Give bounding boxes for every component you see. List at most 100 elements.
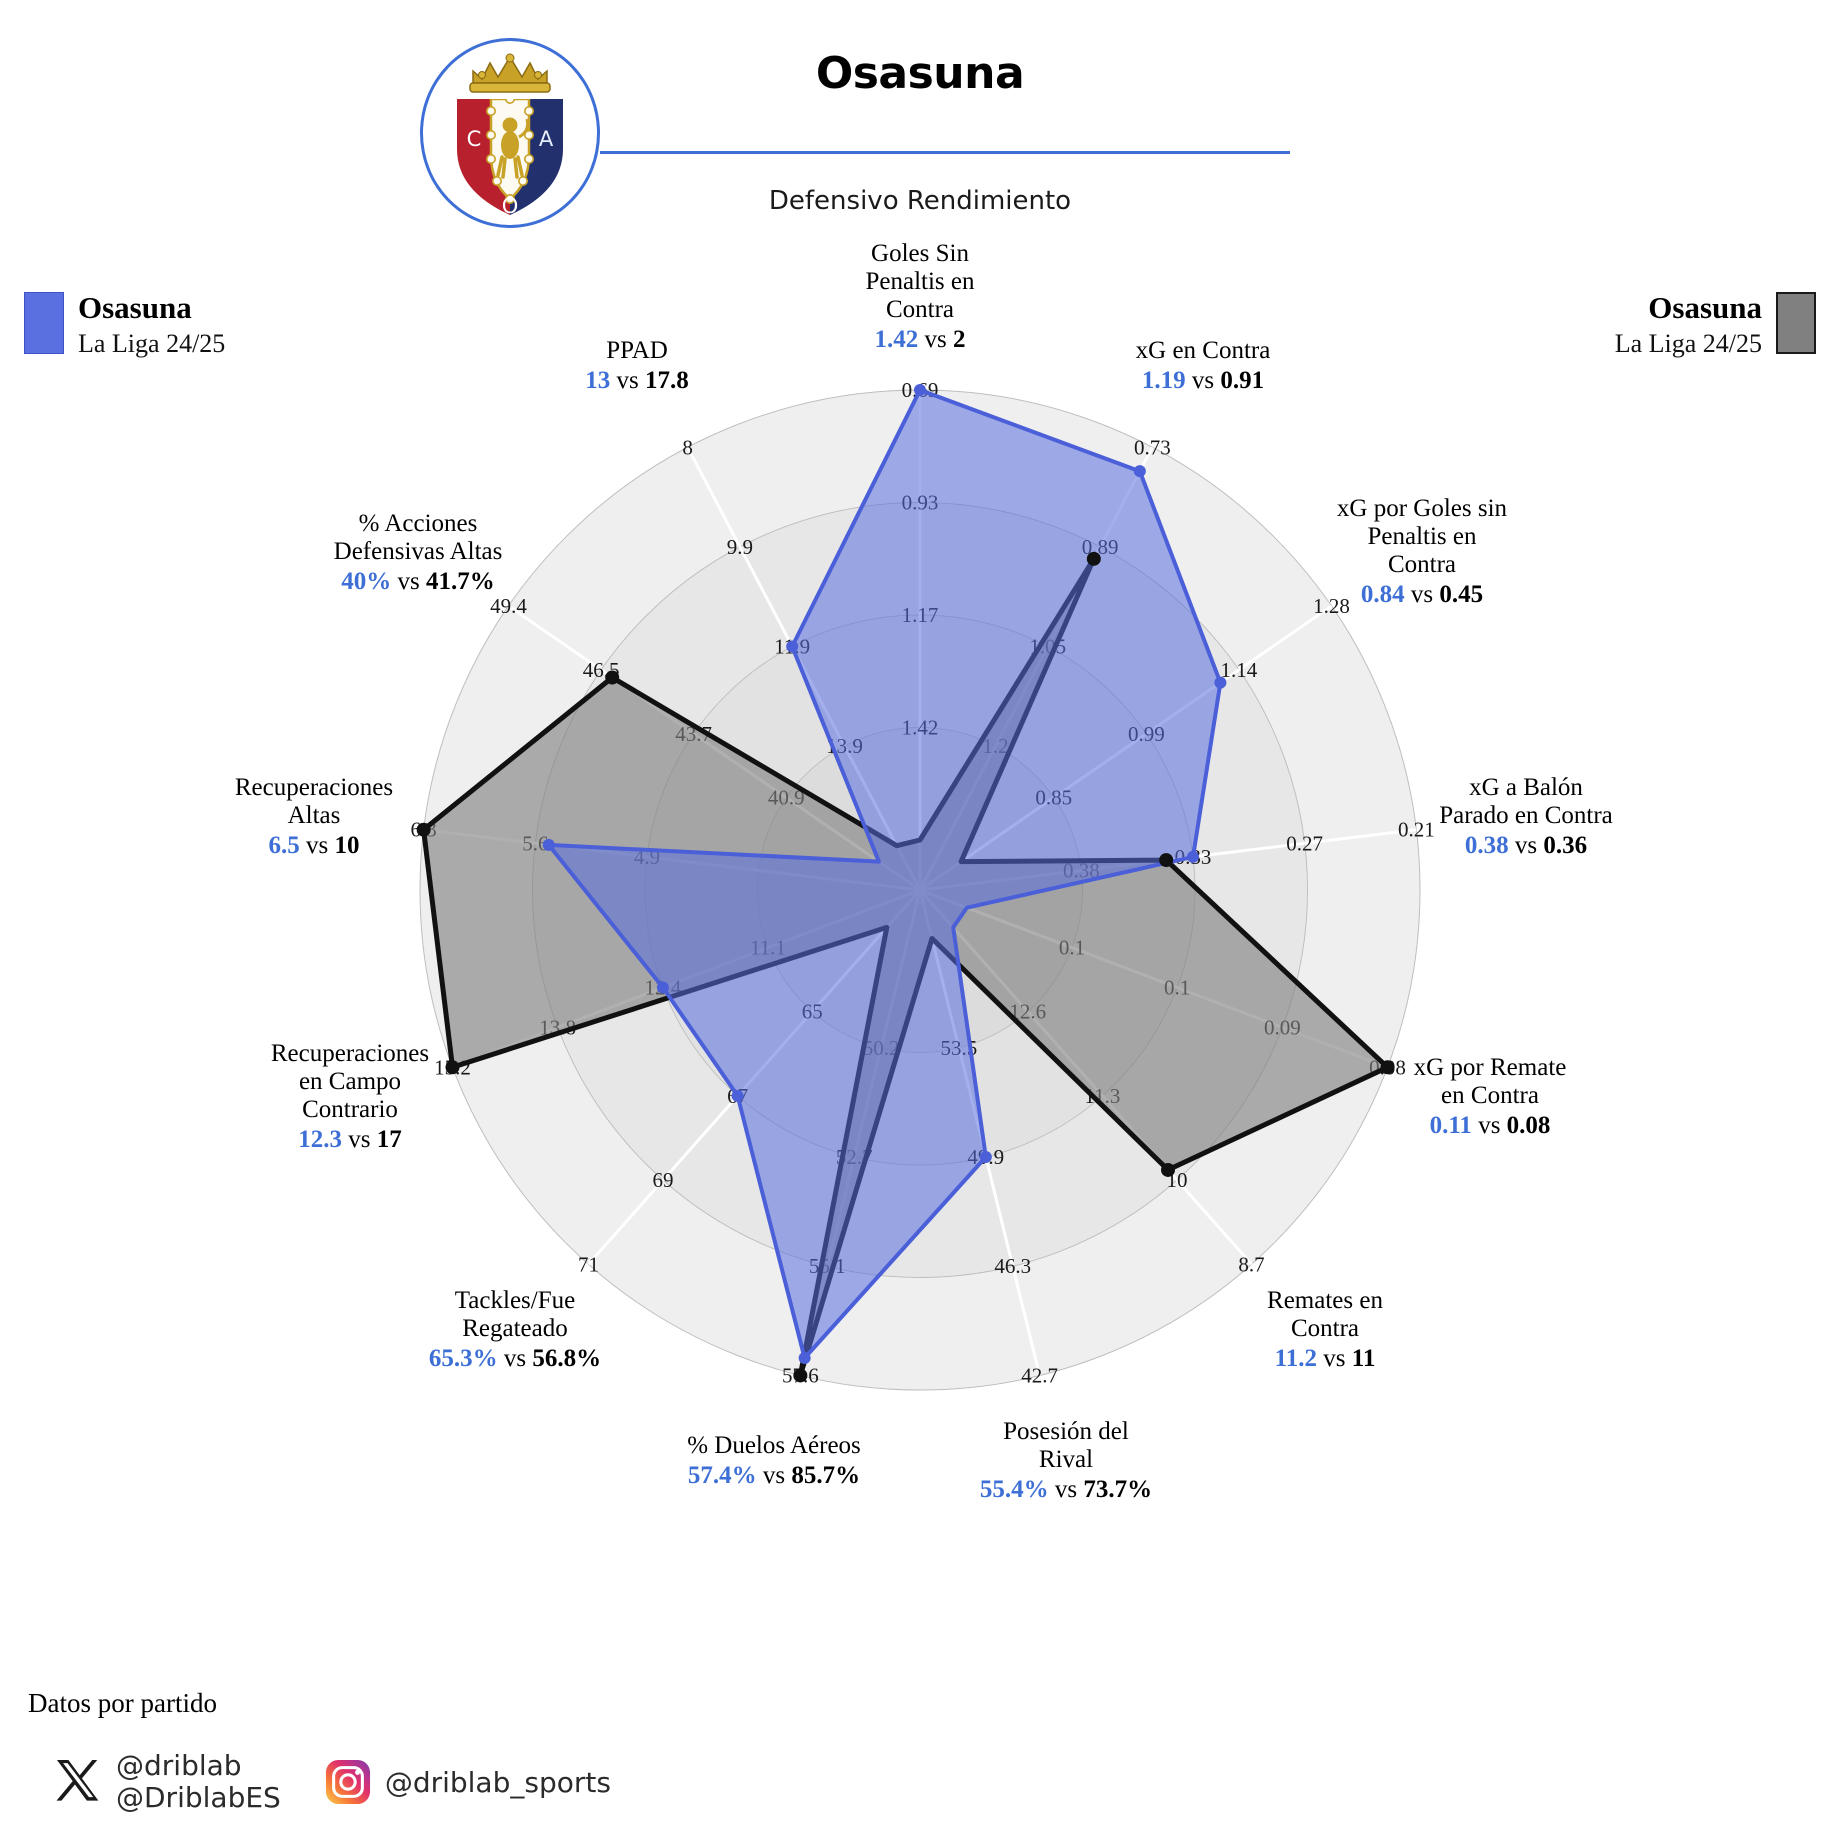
radar-axis-label-line: Contra	[885, 296, 955, 323]
radar-tick-label: 0.27	[1286, 831, 1323, 855]
page-header: C A O Osasuna Defensivo Rendimiento	[0, 0, 1840, 250]
radar-value-primary: 11.2	[1274, 1345, 1317, 1372]
radar-axis-label-line: xG por Goles sin	[1336, 495, 1508, 522]
radar-axis-label-line: Contra	[1387, 551, 1457, 578]
radar-value-primary: 1.42	[874, 326, 919, 353]
radar-axis-label-line: en Campo	[298, 1068, 402, 1095]
instagram-social-block[interactable]: @driblab_sports	[325, 1759, 611, 1805]
radar-value-primary: 0.11	[1429, 1112, 1472, 1139]
radar-value-primary: 1.19	[1141, 367, 1186, 394]
radar-value-secondary: 17.8	[644, 367, 689, 394]
radar-value-secondary: 17	[376, 1126, 402, 1153]
radar-vertex-marker	[1214, 676, 1227, 689]
radar-vertex-marker	[416, 822, 431, 837]
x-social-block[interactable]: @driblab @DriblabES	[52, 1749, 281, 1814]
radar-tick-label: 8.7	[1238, 1252, 1264, 1276]
radar-tick-label: 49.4	[490, 594, 527, 618]
radar-value-secondary: 0.36	[1543, 832, 1588, 859]
legend-series-right: Osasuna La Liga 24/25	[1601, 290, 1816, 360]
radar-axis-label-line: % Acciones	[358, 510, 478, 537]
radar-axis-label-line: Parado en Contra	[1439, 802, 1613, 829]
radar-axis-label-line: Recuperaciones	[270, 1040, 430, 1067]
radar-axis-label-line: Posesión del	[1003, 1418, 1129, 1445]
radar-axis-values: 13 vs 17.8	[487, 365, 787, 396]
legend-left-name: Osasuna	[78, 290, 192, 325]
radar-axis-label: Posesión del Rival 55.4% vs 73.7%	[916, 1418, 1216, 1505]
radar-axis-label-line: Contrario	[302, 1096, 398, 1123]
radar-value-separator: vs	[1048, 1476, 1084, 1503]
radar-axis-label-line: en Contra	[1441, 1082, 1539, 1109]
radar-axis-values: 0.11 vs 0.08	[1340, 1110, 1640, 1141]
radar-tick-label: 0.73	[1134, 435, 1171, 459]
radar-axis-label-line: xG a Balón	[1469, 774, 1583, 801]
radar-axis-label-line: Altas	[287, 802, 341, 829]
legend-swatch-left	[24, 292, 64, 354]
radar-axis-values: 1.42 vs 2	[770, 324, 1070, 355]
radar-value-separator: vs	[756, 1462, 792, 1489]
radar-value-secondary: 0.91	[1220, 367, 1265, 394]
radar-tick-label: 1.14	[1221, 658, 1258, 682]
legend-left-competition: La Liga 24/25	[78, 328, 226, 358]
radar-axis-values: 1.19 vs 0.91	[1053, 365, 1353, 396]
radar-axis-label-line: Defensivas Altas	[333, 538, 503, 565]
radar-axis-values: 0.84 vs 0.45	[1272, 579, 1572, 610]
radar-axis-label: xG por Remate en Contra 0.11 vs 0.08	[1340, 1054, 1640, 1141]
radar-axis-values: 6.5 vs 10	[164, 830, 464, 861]
page-subtitle: Defensivo Rendimiento	[768, 186, 1072, 216]
radar-axis-label-line: PPAD	[606, 337, 668, 364]
radar-axis-label-line: Penaltis en	[865, 268, 975, 295]
radar-value-primary: 55.4%	[979, 1476, 1049, 1503]
radar-vertex-marker	[798, 1351, 811, 1364]
radar-tick-label: 8	[682, 435, 693, 459]
page-title: Osasuna	[815, 48, 1025, 99]
title-divider	[600, 151, 1290, 154]
radar-value-secondary: 0.45	[1439, 581, 1484, 608]
radar-vertex-marker	[605, 670, 620, 685]
radar-value-primary: 65.3%	[428, 1345, 498, 1372]
radar-tick-label: 71	[578, 1252, 599, 1276]
radar-value-separator: vs	[1317, 1345, 1352, 1372]
radar-value-primary: 6.5	[268, 832, 300, 859]
legend-right-name: Osasuna	[1648, 290, 1762, 325]
radar-value-separator: vs	[391, 568, 426, 595]
radar-value-secondary: 73.7%	[1083, 1476, 1153, 1503]
radar-tick-label: 1.28	[1313, 594, 1350, 618]
radar-axis-label-line: Goles Sin	[871, 240, 969, 267]
radar-value-secondary: 11	[1351, 1345, 1376, 1372]
radar-axis-values: 55.4% vs 73.7%	[916, 1474, 1216, 1505]
radar-value-primary: 40%	[341, 568, 392, 595]
radar-vertex-marker	[786, 640, 799, 653]
radar-axis-label-line: Penaltis en	[1367, 523, 1477, 550]
radar-axis-values: 12.3 vs 17	[200, 1124, 500, 1155]
radar-axis-label: PPAD 13 vs 17.8	[487, 337, 787, 396]
radar-value-separator: vs	[299, 832, 335, 859]
radar-value-secondary: 10	[334, 832, 360, 859]
legend-swatch-right	[1776, 292, 1816, 354]
radar-vertex-marker	[1380, 1060, 1395, 1075]
svg-text:A: A	[539, 127, 554, 151]
radar-chart: 0.690.931.171.420.730.891.051.21.281.140…	[0, 240, 1840, 1670]
svg-text:C: C	[467, 127, 482, 151]
radar-value-primary: 57.4%	[687, 1462, 757, 1489]
legend-right-competition: La Liga 24/25	[1614, 328, 1762, 358]
radar-axis-label: xG por Goles sin Penaltis en Contra 0.84 vs…	[1272, 495, 1572, 610]
osasuna-crest-icon: C A O	[420, 38, 600, 228]
radar-axis-values: 11.2 vs 11	[1175, 1343, 1475, 1374]
radar-vertex-marker	[793, 1368, 808, 1383]
radar-vertex-marker	[979, 1151, 992, 1164]
radar-series-blue	[546, 388, 1223, 1360]
radar-tick-label: 9.9	[727, 535, 753, 559]
radar-axis-label: Goles Sin Penaltis en Contra 1.42 vs 2	[770, 240, 1070, 355]
radar-value-separator: vs	[1471, 1112, 1507, 1139]
radar-vertex-marker	[914, 384, 926, 396]
radar-vertex-marker	[445, 1060, 460, 1075]
instagram-handle: @driblab_sports	[384, 1765, 611, 1799]
radar-axis-label: % Duelos Aéreos 57.4% vs 85.7%	[624, 1432, 924, 1491]
radar-axis-values: 65.3% vs 56.8%	[365, 1343, 665, 1374]
x-handle-1: @driblab	[116, 1749, 242, 1782]
radar-axis-label: Recuperaciones en Campo Contrario 12.3 vs 1…	[200, 1040, 500, 1155]
radar-vertex-marker	[1086, 551, 1101, 566]
radar-axis-label-line: xG en Contra	[1135, 337, 1271, 364]
radar-axis-label-line: Regateado	[462, 1315, 568, 1342]
radar-axis-label: % Acciones Defensivas Altas 40% vs 41.7%	[268, 510, 568, 597]
